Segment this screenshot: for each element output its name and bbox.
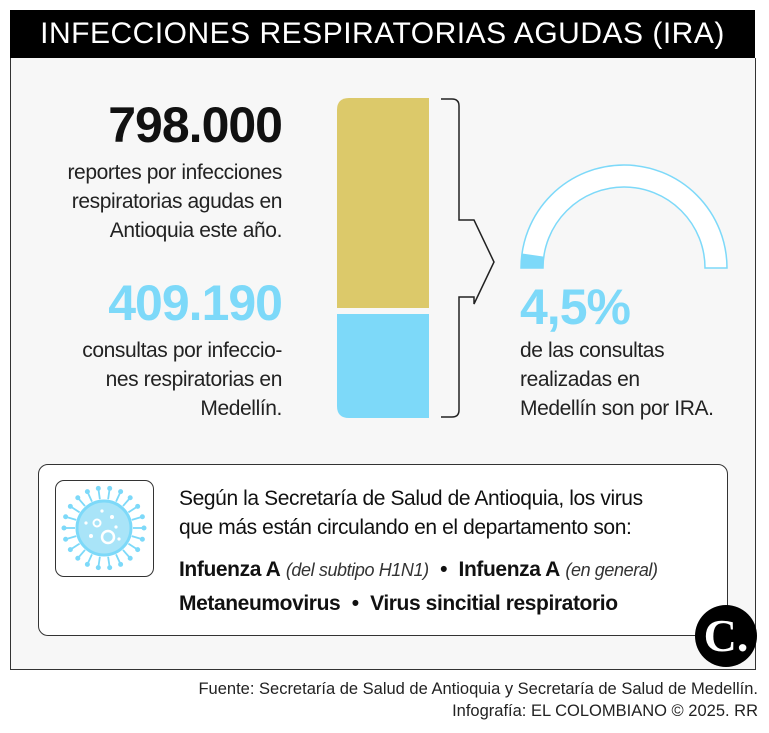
- virus-name: Metaneumovirus: [179, 592, 341, 615]
- bracket-arrow-icon: [441, 98, 495, 418]
- virus-intro: Según la Secretaría de Salud de Antioqui…: [179, 484, 643, 542]
- intro-line: Según la Secretaría de Salud de Antioqui…: [179, 487, 643, 510]
- virus-icon: [61, 485, 147, 571]
- separator: •: [351, 592, 359, 615]
- virus-name: Virus sincitial respiratorio: [370, 592, 618, 615]
- virus-name: Infuenza A: [179, 558, 281, 581]
- medellin-description: consultas por infeccio- nes respiratoria…: [82, 336, 282, 423]
- footer-credit: Infografía: EL COLOMBIANO © 2025. RR: [452, 702, 758, 720]
- virus-spike-tip: [127, 495, 133, 501]
- virus-spike-tip: [135, 503, 141, 509]
- virus-spike-tip: [67, 503, 73, 509]
- separator: •: [440, 558, 448, 581]
- virus-spike-tip: [75, 495, 81, 501]
- virus-icon-box: [55, 480, 154, 577]
- medellin-bar: [337, 314, 429, 418]
- desc-line: reportes por infecciones: [67, 161, 282, 184]
- desc-line: respiratorias agudas en: [71, 190, 283, 213]
- virus-spike-tip: [135, 547, 141, 553]
- virus-spike-tip: [107, 565, 113, 571]
- virus-spike-tip: [141, 525, 147, 531]
- intro-line: que más están circulando en el departame…: [179, 516, 632, 539]
- percent-description: de las consultas realizadas en Medellín …: [520, 336, 714, 423]
- desc-line: Antioquia este año.: [109, 219, 283, 242]
- virus-note: (del subtipo H1N1): [285, 560, 429, 580]
- desc-line: realizadas en: [520, 368, 640, 391]
- page-title: INFECCIONES RESPIRATORIAS AGUDAS (IRA): [10, 10, 755, 58]
- virus-spike-tip: [139, 514, 145, 520]
- virus-list-line-1: Infuenza A (del subtipo H1N1) • Infuenza…: [179, 555, 658, 585]
- percent-value: 4,5%: [520, 279, 631, 335]
- virus-spike-tip: [84, 561, 90, 567]
- virus-spike-tip: [84, 489, 90, 495]
- virus-spike-tip: [139, 536, 145, 542]
- virus-spike-tip: [95, 485, 101, 491]
- virus-spike-tip: [67, 547, 73, 553]
- desc-line: nes respiratorias en: [105, 368, 283, 391]
- virus-spike-tip: [75, 555, 81, 561]
- virus-spike-tip: [118, 489, 124, 495]
- virus-spike-tip: [118, 561, 124, 567]
- desc-line: consultas por infeccio-: [82, 339, 282, 362]
- footer-source: Fuente: Secretaría de Salud de Antioquia…: [198, 680, 758, 698]
- desc-line: Medellín son por IRA.: [520, 397, 714, 420]
- virus-name: Infuenza A: [458, 558, 561, 581]
- antioquia-description: reportes por infecciones respiratorias a…: [67, 158, 282, 245]
- virus-spike-tip: [95, 565, 101, 571]
- antioquia-value: 798.000: [108, 97, 283, 153]
- bar-and-gauge-graphic: [337, 98, 728, 418]
- virus-spike-tip: [63, 536, 69, 542]
- virus-spike-tip: [107, 485, 113, 491]
- gauge-fill: [521, 253, 544, 268]
- antioquia-bar: [337, 98, 429, 308]
- gauge-track: [520, 164, 728, 269]
- virus-spike-tip: [127, 555, 133, 561]
- virus-spike-tip: [63, 514, 69, 520]
- virus-spike-tip: [61, 525, 67, 531]
- el-colombiano-logo: C.: [695, 605, 757, 667]
- virus-note: (en general): [565, 560, 658, 580]
- desc-line: de las consultas: [520, 339, 665, 362]
- virus-list-line-2: Metaneumovirus • Virus sincitial respira…: [179, 589, 618, 618]
- medellin-value: 409.190: [108, 275, 283, 331]
- desc-line: Medellín.: [200, 397, 282, 420]
